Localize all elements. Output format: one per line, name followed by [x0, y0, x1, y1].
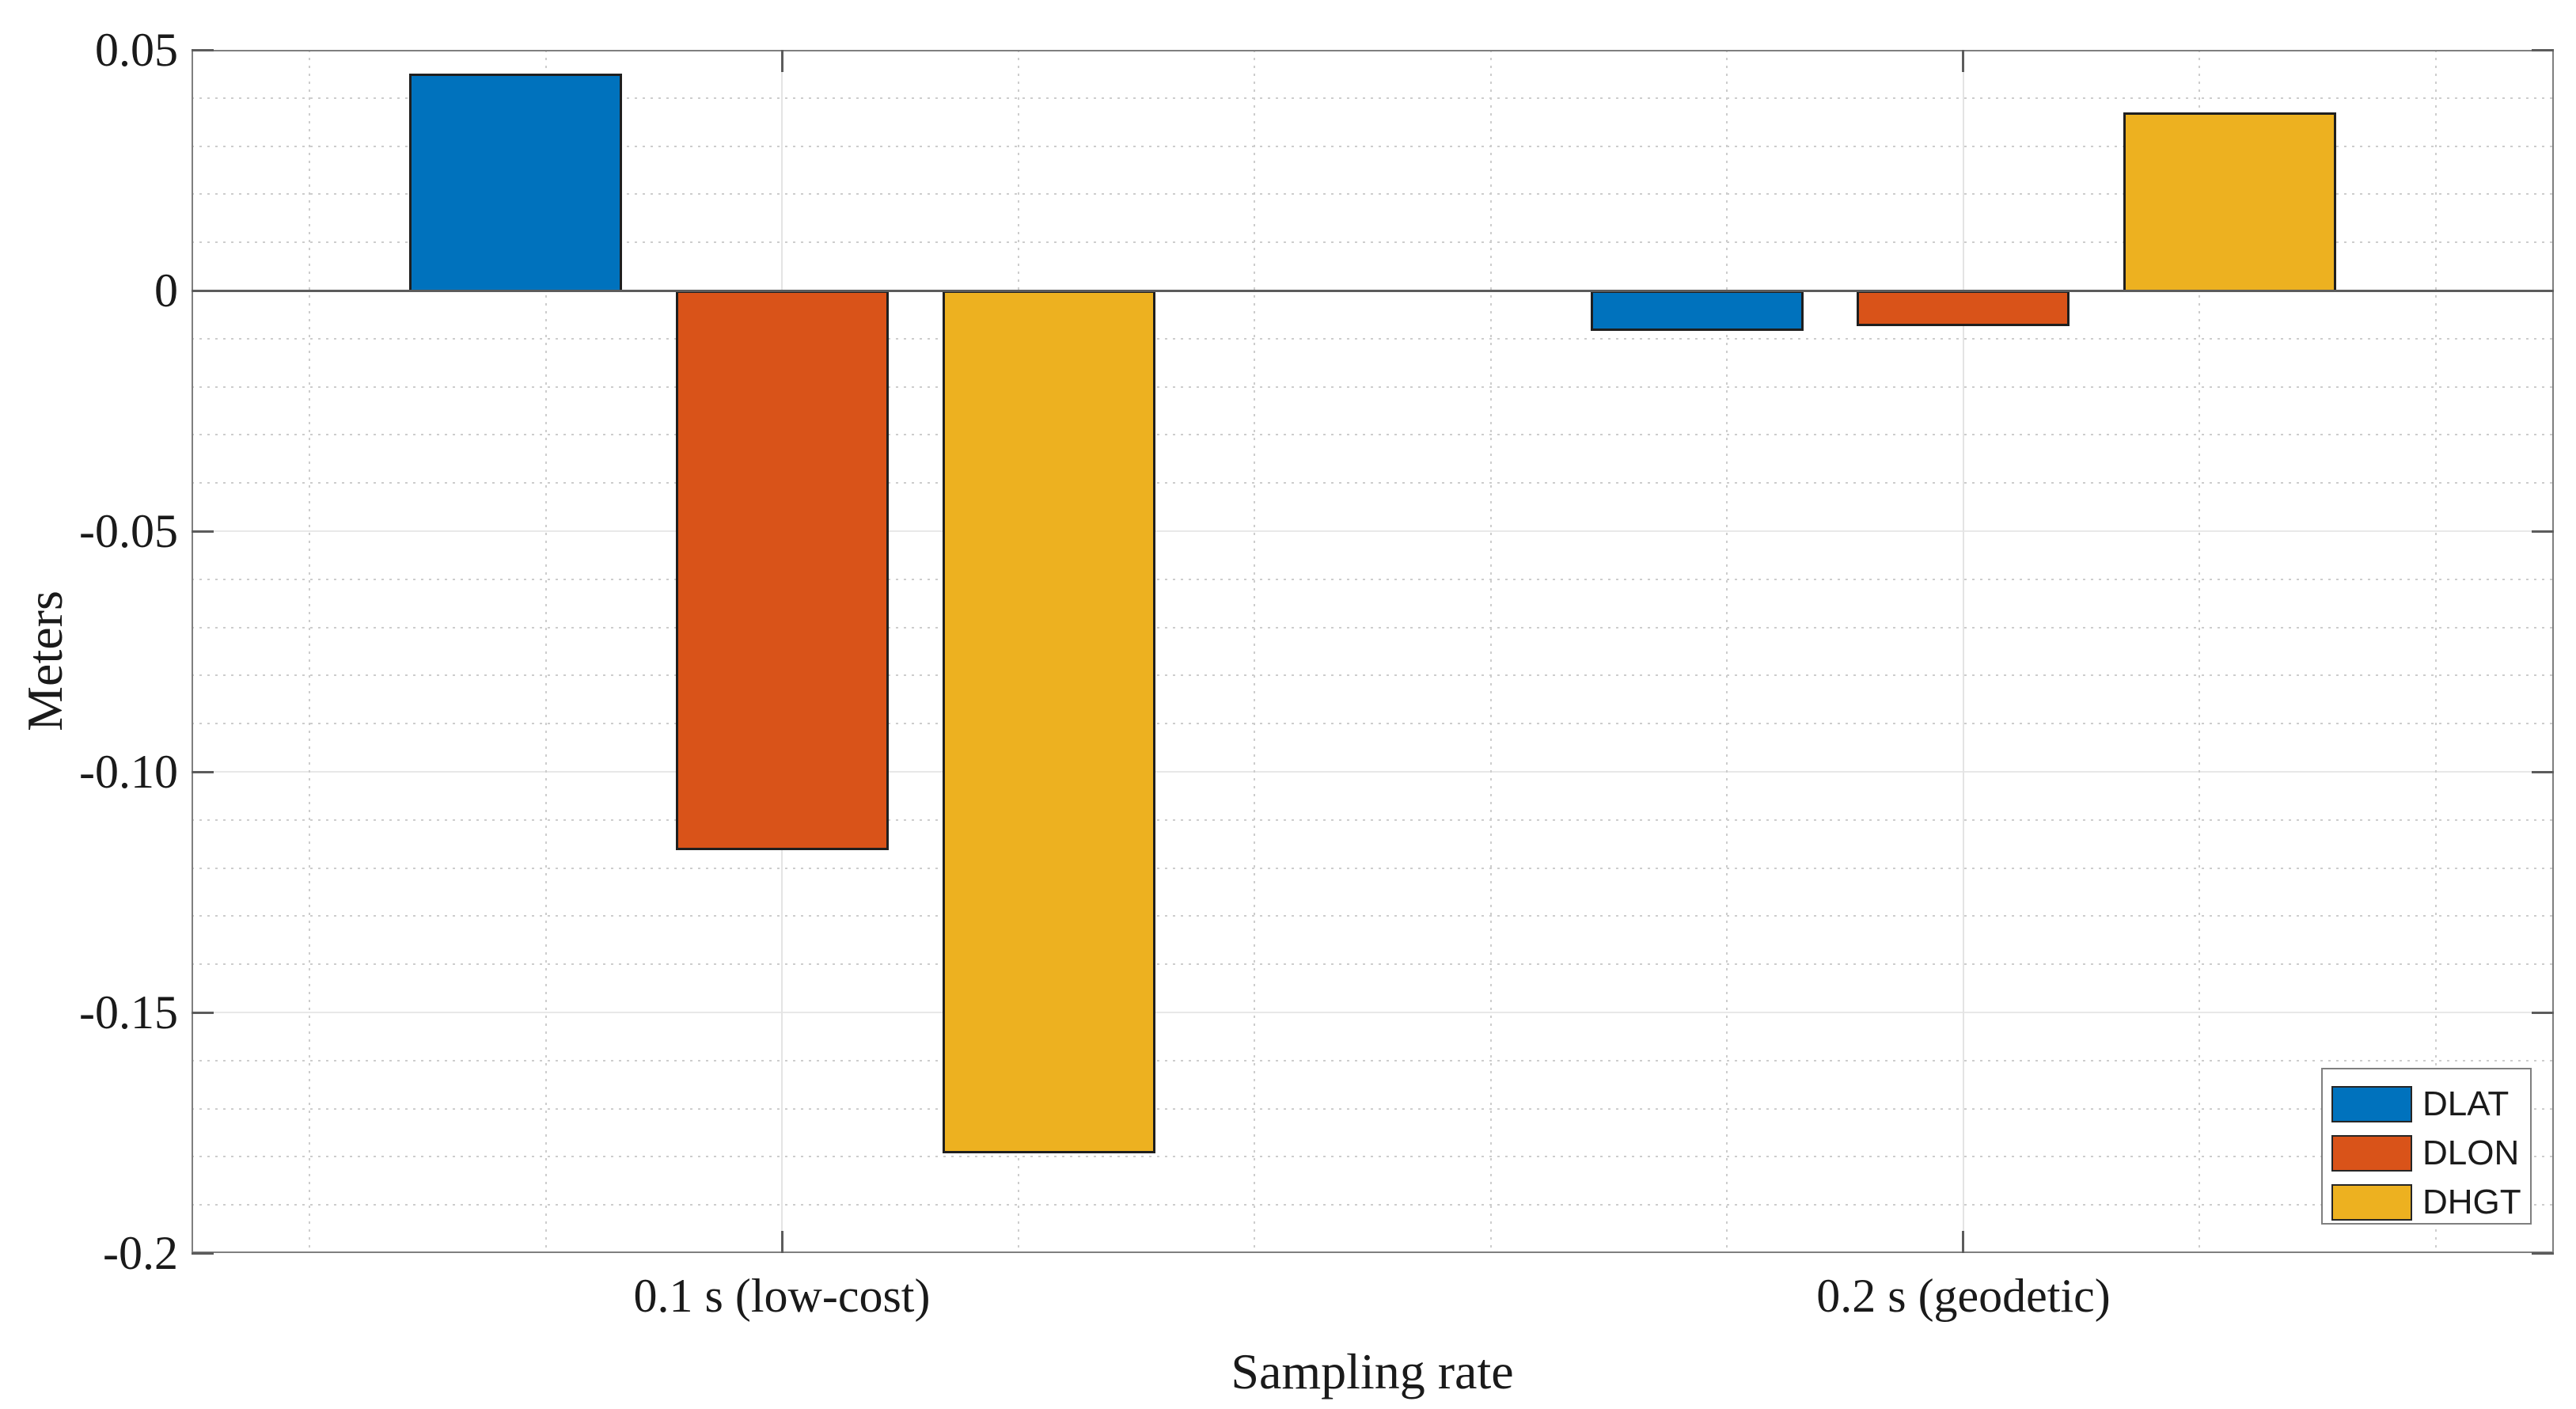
y-tick-right — [2532, 290, 2554, 292]
legend-entry-dlat: DLAT — [2323, 1080, 2530, 1129]
x-minor-gridline — [1490, 50, 1492, 1253]
y-minor-gridline — [192, 1156, 2554, 1157]
y-tick-left — [192, 771, 214, 773]
y-minor-gridline — [192, 386, 2554, 388]
x-minor-gridline — [309, 50, 310, 1253]
legend-entry-dlon: DLON — [2323, 1129, 2530, 1178]
y-tick-left — [192, 49, 214, 51]
y-tick-left — [192, 1012, 214, 1014]
y-tick-right — [2532, 530, 2554, 533]
y-minor-gridline — [192, 627, 2554, 629]
y-major-gridline — [192, 771, 2554, 773]
y-minor-gridline — [192, 193, 2554, 195]
y-minor-gridline — [192, 819, 2554, 821]
legend-swatch-dlon — [2331, 1135, 2412, 1172]
y-tick-right — [2532, 1012, 2554, 1014]
legend-swatch-dhgt — [2331, 1184, 2412, 1221]
y-minor-gridline — [192, 868, 2554, 869]
x-major-gridline — [1963, 50, 1964, 1253]
x-axis-label: Sampling rate — [1231, 1343, 1514, 1400]
y-major-gridline — [192, 1012, 2554, 1013]
y-major-gridline — [192, 530, 2554, 532]
y-minor-gridline — [192, 146, 2554, 147]
y-tick-label: 0.05 — [95, 24, 178, 76]
y-tick-right — [2532, 771, 2554, 773]
y-tick-label: -0.2 — [103, 1227, 178, 1279]
y-tick-left — [192, 530, 214, 533]
y-tick-left — [192, 1252, 214, 1255]
y-tick-right — [2532, 1252, 2554, 1255]
y-minor-gridline — [192, 338, 2554, 340]
y-tick-label: -0.15 — [79, 986, 178, 1039]
x-tick-bottom — [781, 1231, 783, 1253]
y-minor-gridline — [192, 1204, 2554, 1206]
legend-label: DHGT — [2422, 1183, 2521, 1221]
y-minor-gridline — [192, 97, 2554, 99]
y-tick-left — [192, 290, 214, 292]
plot-area-border — [192, 50, 2554, 1253]
y-minor-gridline — [192, 963, 2554, 965]
legend-swatch-dlat — [2331, 1086, 2412, 1122]
y-tick-label: -0.05 — [79, 505, 178, 557]
x-tick-bottom — [1962, 1231, 1964, 1253]
x-tick-label: 0.2 s (geodetic) — [1816, 1270, 2111, 1322]
bar-dlat-1 — [409, 74, 622, 292]
x-minor-gridline — [2435, 50, 2437, 1253]
y-minor-gridline — [192, 1108, 2554, 1110]
x-minor-gridline — [1254, 50, 1255, 1253]
y-minor-gridline — [192, 674, 2554, 676]
y-minor-gridline — [192, 915, 2554, 917]
zero-baseline — [192, 290, 2554, 292]
x-minor-gridline — [1726, 50, 1728, 1253]
legend: DLAT DLON DHGT — [2321, 1068, 2532, 1225]
y-minor-gridline — [192, 482, 2554, 484]
y-minor-gridline — [192, 241, 2554, 243]
y-tick-right — [2532, 49, 2554, 51]
x-minor-gridline — [545, 50, 547, 1253]
y-tick-label: 0 — [154, 264, 178, 317]
bar-dlat-2 — [1591, 291, 1804, 331]
x-tick-top — [1962, 50, 1964, 72]
bar-dhgt-1 — [943, 291, 1155, 1153]
legend-entry-dhgt: DHGT — [2323, 1178, 2530, 1227]
legend-label: DLON — [2422, 1134, 2520, 1172]
y-minor-gridline — [192, 579, 2554, 580]
y-minor-gridline — [192, 723, 2554, 724]
y-minor-gridline — [192, 1060, 2554, 1061]
y-tick-label: -0.10 — [79, 746, 178, 798]
x-tick-top — [781, 50, 783, 72]
x-tick-label: 0.1 s (low-cost) — [633, 1270, 931, 1322]
y-minor-gridline — [192, 434, 2554, 435]
x-minor-gridline — [2199, 50, 2200, 1253]
legend-label: DLAT — [2422, 1084, 2510, 1123]
